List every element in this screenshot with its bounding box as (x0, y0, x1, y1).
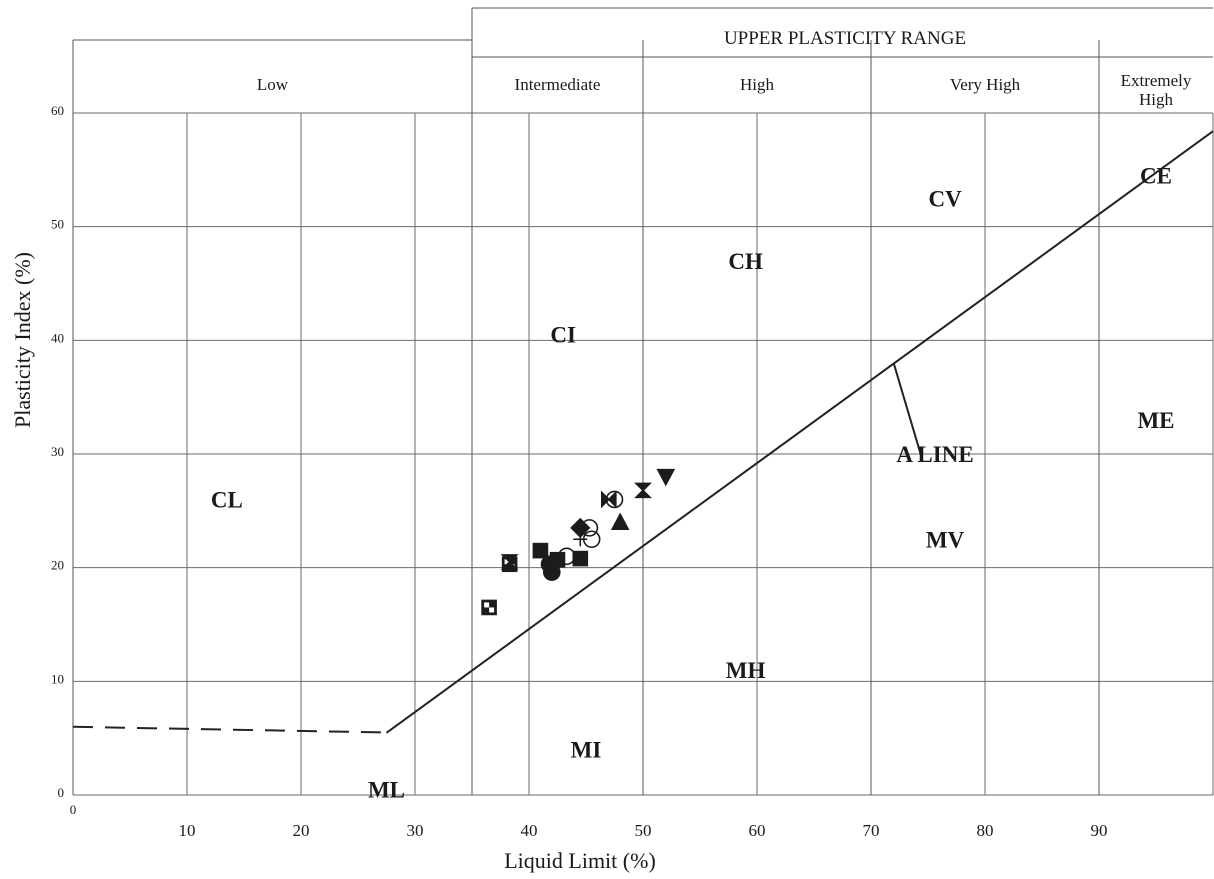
band-label-extremely-high: Extremely High (1121, 71, 1192, 109)
zone-label-mv: MV (926, 527, 965, 552)
x-axis-label: Liquid Limit (%) (504, 848, 656, 873)
a-line-dashed-extension (72, 725, 387, 734)
plasticity-bands: Low Intermediate High Very High Extremely Hig… (72, 7, 1213, 795)
data-point-open-circle-0 (557, 547, 576, 566)
band-label-low: Low (257, 75, 289, 94)
zone-label-ce: CE (1140, 164, 1172, 189)
marker-inset (484, 602, 490, 608)
upper-plasticity-range-label: UPPER PLASTICITY RANGE (724, 28, 966, 49)
y-tick-50: 50 (51, 217, 64, 232)
zone-label-ci: CI (550, 323, 576, 348)
data-point-circle-1 (540, 555, 559, 574)
x-tick-90: 90 (1091, 821, 1108, 840)
data-point-cross-0 (539, 549, 554, 564)
data-point-square-2 (572, 550, 589, 567)
a-line (385, 130, 1214, 734)
marker-shape (540, 555, 559, 574)
x-tick-70: 70 (863, 821, 880, 840)
data-point-square-0 (532, 542, 549, 559)
zone-label-ml: ML (368, 777, 405, 802)
band-label-line: Extremely (1121, 71, 1192, 90)
axis-ticks: 0 10 20 30 40 50 60 70 80 90 0 10 20 30 40 50 60 (51, 103, 1108, 840)
marker-shape (600, 490, 617, 509)
x-tick-0: 0 (70, 802, 77, 817)
marker-shape (634, 482, 652, 499)
x-tick-20: 20 (293, 821, 310, 840)
marker-shape (572, 550, 589, 567)
zone-label-cl: CL (211, 487, 243, 512)
zone-labels: CL CI CH CV CE ME MV MH MI ML (211, 164, 1175, 803)
y-tick-10: 10 (51, 671, 64, 686)
y-tick-60: 60 (51, 103, 64, 118)
data-point-checker-square-0 (481, 599, 497, 616)
data-points (481, 468, 676, 616)
zone-label-mh: MH (726, 658, 766, 683)
marker-shape (500, 554, 519, 570)
y-tick-40: 40 (51, 330, 64, 345)
marker-shape (532, 542, 549, 559)
zone-label-me: ME (1137, 408, 1174, 433)
data-point-triangle-0 (610, 512, 630, 531)
x-tick-50: 50 (635, 821, 652, 840)
band-label-line: High (1139, 90, 1174, 109)
zone-label-ch: CH (728, 249, 763, 274)
band-label-high: High (740, 75, 775, 94)
band-label-intermediate: Intermediate (515, 75, 601, 94)
marker-inset (489, 607, 495, 613)
data-point-cross-1 (573, 532, 588, 547)
x-tick-30: 30 (407, 821, 424, 840)
data-point-hourglass-0 (500, 554, 519, 570)
y-tick-0: 0 (58, 785, 65, 800)
a-line-label: A LINE (896, 442, 973, 467)
data-point-bowtie-0 (600, 490, 617, 509)
marker-inset (504, 559, 510, 565)
x-tick-40: 40 (521, 821, 538, 840)
data-point-triangle-down-0 (656, 468, 676, 487)
band-label-very-high: Very High (950, 75, 1021, 94)
y-tick-20: 20 (51, 558, 64, 573)
a-line-group (72, 130, 1214, 734)
marker-shape (610, 512, 630, 531)
x-tick-60: 60 (749, 821, 766, 840)
zone-label-cv: CV (928, 186, 962, 211)
y-tick-30: 30 (51, 444, 64, 459)
x-tick-10: 10 (179, 821, 196, 840)
data-point-hourglass-1 (634, 482, 652, 499)
x-tick-80: 80 (977, 821, 994, 840)
zone-label-mi: MI (571, 738, 602, 763)
marker-shape (656, 468, 676, 487)
y-axis-label: Plasticity Index (%) (10, 252, 35, 428)
marker-shape (557, 547, 576, 566)
a-line-leader (892, 363, 924, 460)
